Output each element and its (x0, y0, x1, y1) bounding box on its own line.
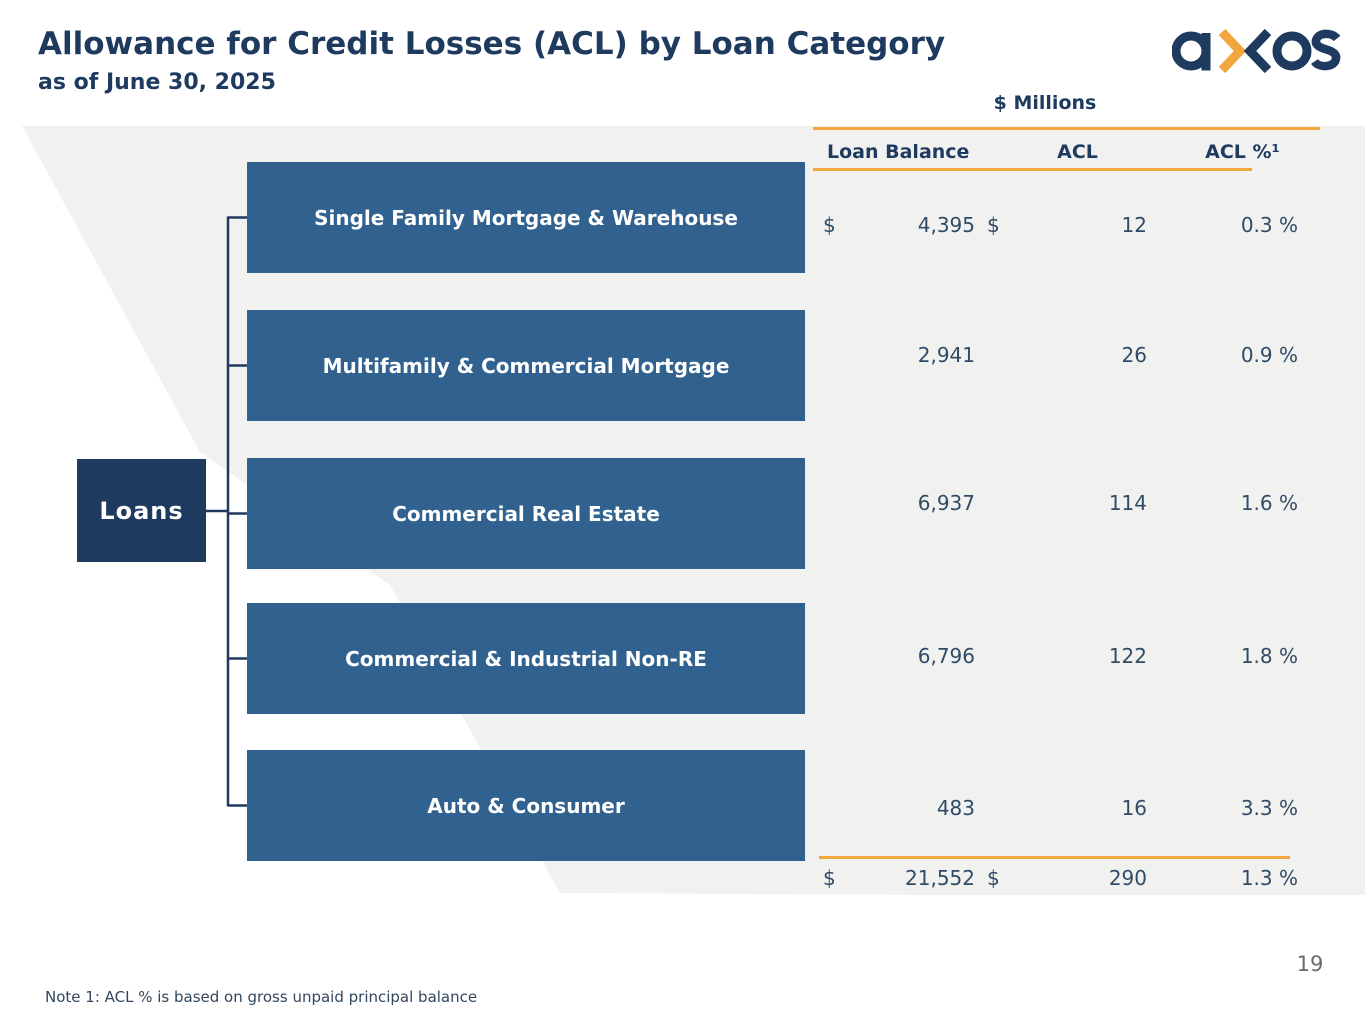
acl-pct-value: 3.3 % (1240, 796, 1298, 820)
table-row: 6,937 114 1.6 % (820, 490, 1320, 516)
table-row: 483 16 3.3 % (820, 795, 1320, 821)
page-title: Allowance for Credit Losses (ACL) by Loa… (38, 26, 946, 62)
category-label: Commercial Real Estate (392, 501, 660, 526)
dollar-sign: $ (823, 866, 836, 890)
footnote: Note 1: ACL % is based on gross unpaid p… (45, 988, 478, 1006)
page-number: 19 (1296, 952, 1324, 976)
acl-value: 122 (1108, 644, 1147, 668)
loan-balance-value: 4,395 (917, 213, 975, 237)
logo-letter-s (1311, 29, 1341, 71)
axos-logo (1172, 28, 1341, 74)
table-total-row: $ 21,552 $ 290 1.3 % (820, 865, 1320, 891)
loan-balance-value: 6,937 (917, 491, 975, 515)
logo-letter-x-orange-chevron (1218, 28, 1247, 74)
table-header-rule (813, 168, 1252, 171)
logo-letter-o (1272, 31, 1312, 71)
category-label: Commercial & Industrial Non-RE (345, 646, 707, 671)
table-row: $ 4,395 $ 12 0.3 % (820, 212, 1320, 238)
dollar-sign: $ (823, 213, 836, 237)
acl-pct-value: 1.6 % (1240, 491, 1298, 515)
table-caption: $ Millions (993, 92, 1097, 114)
acl-value: 12 (1121, 213, 1147, 237)
category-box-commercial-industrial: Commercial & Industrial Non-RE (247, 603, 805, 714)
tree-root-loans-box: Loans (77, 459, 206, 562)
table-total-rule (819, 856, 1290, 859)
acl-pct-value: 0.3 % (1240, 213, 1298, 237)
column-header-loan-balance: Loan Balance (827, 141, 970, 163)
page-subtitle: as of June 30, 2025 (38, 70, 276, 95)
table-row: 2,941 26 0.9 % (820, 342, 1320, 368)
column-header-acl-pct: ACL %¹ (1205, 141, 1280, 163)
category-box-commercial-real-estate: Commercial Real Estate (247, 458, 805, 569)
category-label: Single Family Mortgage & Warehouse (314, 205, 738, 230)
category-label: Multifamily & Commercial Mortgage (322, 353, 730, 378)
loan-balance-value: 483 (936, 796, 975, 820)
total-loan-balance-value: 21,552 (905, 866, 975, 890)
acl-value: 114 (1108, 491, 1147, 515)
category-box-single-family: Single Family Mortgage & Warehouse (247, 162, 805, 273)
category-label: Auto & Consumer (427, 793, 625, 818)
tree-root-label: Loans (99, 496, 184, 525)
dollar-sign: $ (987, 866, 1000, 890)
acl-value: 16 (1121, 796, 1147, 820)
dollar-sign: $ (987, 213, 1000, 237)
table-row: 6,796 122 1.8 % (820, 643, 1320, 669)
loan-balance-value: 6,796 (917, 644, 975, 668)
table-top-rule (813, 127, 1320, 130)
category-box-auto-consumer: Auto & Consumer (247, 750, 805, 861)
acl-pct-value: 0.9 % (1240, 343, 1298, 367)
category-box-multifamily: Multifamily & Commercial Mortgage (247, 310, 805, 421)
total-acl-value: 290 (1108, 866, 1147, 890)
loan-balance-value: 2,941 (917, 343, 975, 367)
logo-letter-x-navy-chevron (1243, 28, 1272, 74)
column-header-acl: ACL (1057, 141, 1098, 163)
acl-pct-value: 1.8 % (1240, 644, 1298, 668)
total-acl-pct-value: 1.3 % (1240, 866, 1298, 890)
acl-value: 26 (1121, 343, 1147, 367)
